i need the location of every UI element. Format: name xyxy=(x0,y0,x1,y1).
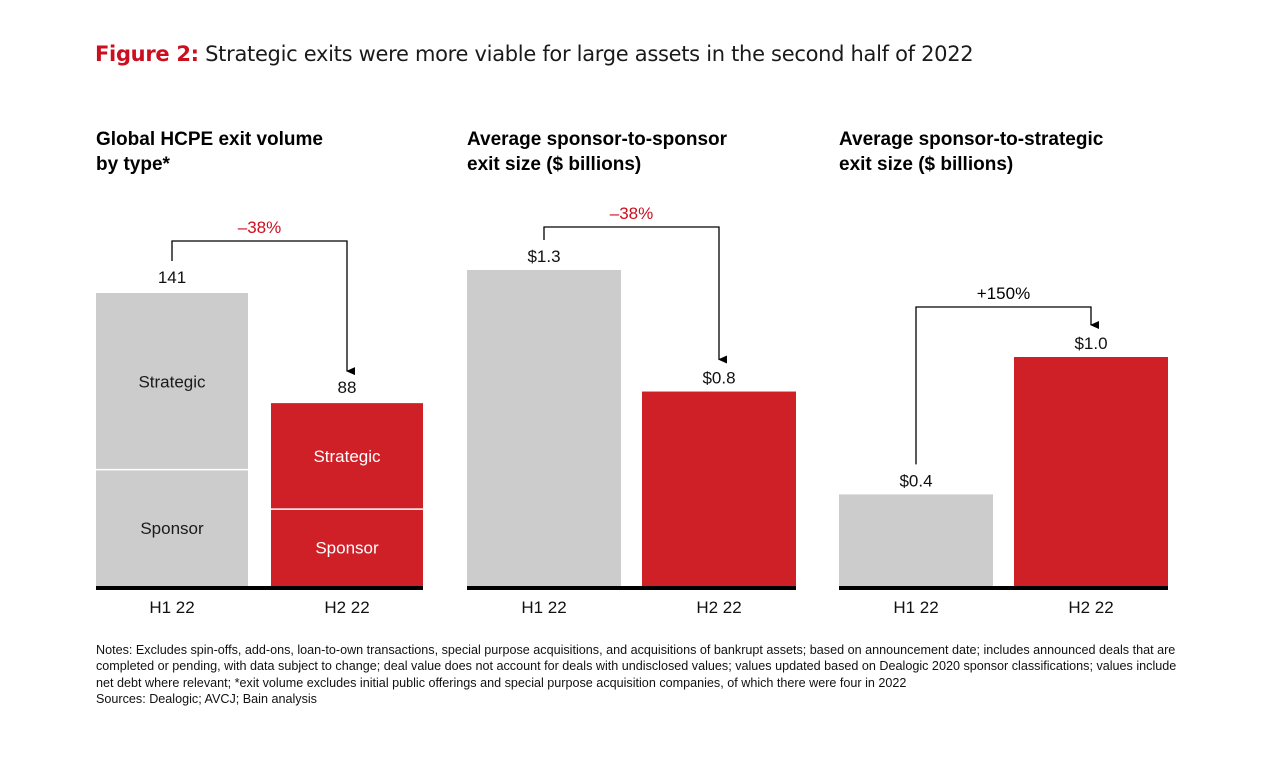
change-bracket-arrow xyxy=(543,226,727,364)
bar-h1-22 xyxy=(839,494,993,586)
x-axis-line xyxy=(839,586,1168,590)
total-label: 141 xyxy=(158,268,186,287)
value-label: $0.4 xyxy=(899,471,932,490)
change-bracket-arrow xyxy=(171,240,355,376)
x-tick-label: H1 22 xyxy=(149,598,194,617)
value-label: $1.3 xyxy=(527,247,560,266)
x-axis-line xyxy=(96,586,423,590)
figure-title: Figure 2: Strategic exits were more viab… xyxy=(95,42,974,66)
panel-title-sponsor-to-sponsor: Average sponsor-to-sponsor exit size ($ … xyxy=(467,129,728,175)
chart-panel-2: $1.3 H1 22 $0.8 H2 22 –38% xyxy=(467,204,796,617)
chart-panel-1: Sponsor Strategic 141 H1 22 Sponsor Strategic… xyxy=(96,218,423,617)
value-label: $1.0 xyxy=(1074,334,1107,353)
x-tick-label: H1 22 xyxy=(521,598,566,617)
notes-text: Notes: Excludes spin-offs, add-ons, loan… xyxy=(96,643,1177,690)
bar-h2-22 xyxy=(1014,357,1168,586)
bar-strategic-h2-22 xyxy=(271,403,423,510)
notes-block: Notes: Excludes spin-offs, add-ons, loan… xyxy=(96,642,1186,708)
bar-sponsor-h2-22 xyxy=(271,509,423,586)
value-label: $0.8 xyxy=(702,369,735,388)
panel-title-exit-volume: Global HCPE exit volume by type* xyxy=(96,129,323,175)
change-annotation: –38% xyxy=(610,204,653,223)
bar-h2-22 xyxy=(642,391,796,586)
segment-label: Sponsor xyxy=(315,539,379,558)
bar-strategic-h1-22 xyxy=(96,293,248,470)
segment-label: Strategic xyxy=(313,447,381,466)
change-annotation: +150% xyxy=(977,284,1030,303)
x-tick-label: H1 22 xyxy=(893,598,938,617)
x-axis-line xyxy=(467,586,796,590)
sources-text: Sources: Dealogic; AVCJ; Bain analysis xyxy=(96,692,317,707)
change-annotation: –38% xyxy=(238,218,281,237)
x-tick-label: H2 22 xyxy=(1068,598,1113,617)
figure-heading: Strategic exits were more viable for lar… xyxy=(205,42,974,66)
x-tick-label: H2 22 xyxy=(696,598,741,617)
segment-label: Sponsor xyxy=(140,519,204,538)
panel-title-sponsor-to-strategic: Average sponsor-to-strategic exit size (… xyxy=(839,129,1104,175)
segment-label: Strategic xyxy=(138,372,206,391)
bar-h1-22 xyxy=(467,270,621,586)
x-tick-label: H2 22 xyxy=(324,598,369,617)
bar-sponsor-h1-22 xyxy=(96,469,248,586)
chart-panel-3: $0.4 H1 22 $1.0 H2 22 +150% xyxy=(839,284,1168,617)
figure-label: Figure 2: xyxy=(95,42,199,66)
change-bracket-arrow xyxy=(915,306,1099,465)
total-label: 88 xyxy=(338,378,357,397)
